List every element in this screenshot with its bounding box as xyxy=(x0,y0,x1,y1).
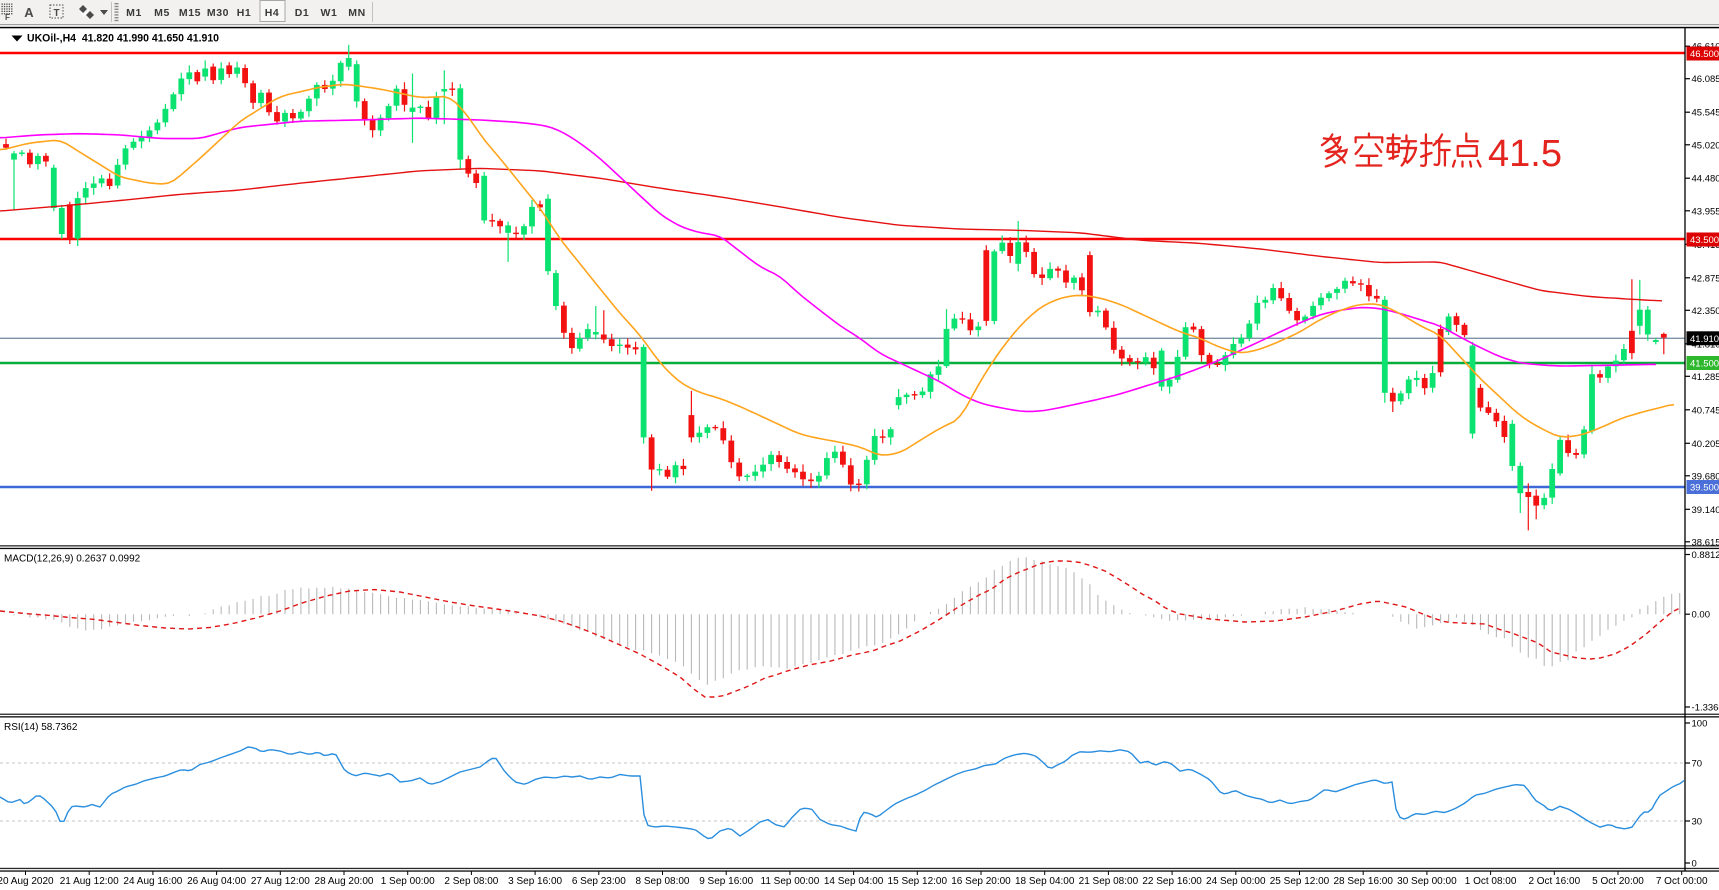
svg-text:M30: M30 xyxy=(207,7,229,19)
svg-text:16 Sep 20:00: 16 Sep 20:00 xyxy=(951,876,1011,887)
svg-text:UKOil-,H4 41.820 41.990 41.65: UKOil-,H4 41.820 41.990 41.650 41.910 xyxy=(27,33,219,45)
svg-text:43.500: 43.500 xyxy=(1690,235,1719,246)
svg-text:44.480: 44.480 xyxy=(1692,174,1719,185)
svg-text:30: 30 xyxy=(1692,817,1703,828)
svg-text:24 Aug 16:00: 24 Aug 16:00 xyxy=(123,876,182,887)
svg-text:46.085: 46.085 xyxy=(1692,74,1719,85)
svg-text:5 Oct 20:00: 5 Oct 20:00 xyxy=(1592,876,1644,887)
svg-text:45.020: 45.020 xyxy=(1692,140,1719,151)
svg-text:25 Sep 12:00: 25 Sep 12:00 xyxy=(1270,876,1330,887)
svg-text:6 Sep 23:00: 6 Sep 23:00 xyxy=(572,876,626,887)
svg-text:1 Oct 08:00: 1 Oct 08:00 xyxy=(1465,876,1517,887)
svg-text:T: T xyxy=(53,8,59,19)
svg-text:F: F xyxy=(5,13,10,22)
svg-text:40.205: 40.205 xyxy=(1692,439,1719,450)
svg-text:3 Sep 16:00: 3 Sep 16:00 xyxy=(508,876,562,887)
svg-text:1 Sep 00:00: 1 Sep 00:00 xyxy=(381,876,435,887)
svg-text:D1: D1 xyxy=(295,7,310,19)
svg-text:28 Sep 16:00: 28 Sep 16:00 xyxy=(1333,876,1393,887)
svg-text:MN: MN xyxy=(348,7,366,19)
svg-text:RSI(14) 58.7362: RSI(14) 58.7362 xyxy=(4,722,78,733)
svg-text:41.500: 41.500 xyxy=(1690,359,1719,370)
svg-text:100: 100 xyxy=(1692,719,1708,730)
svg-text:43.955: 43.955 xyxy=(1692,206,1719,217)
svg-text:40.745: 40.745 xyxy=(1692,405,1719,416)
svg-text:39.500: 39.500 xyxy=(1690,483,1719,494)
svg-text:A: A xyxy=(24,5,34,20)
svg-text:39.140: 39.140 xyxy=(1692,505,1719,516)
svg-text:18 Sep 04:00: 18 Sep 04:00 xyxy=(1015,876,1075,887)
svg-text:8 Sep 08:00: 8 Sep 08:00 xyxy=(636,876,690,887)
svg-text:20 Aug 2020: 20 Aug 2020 xyxy=(0,876,54,887)
svg-text:14 Sep 04:00: 14 Sep 04:00 xyxy=(824,876,884,887)
svg-text:21 Sep 08:00: 21 Sep 08:00 xyxy=(1079,876,1139,887)
svg-text:M5: M5 xyxy=(154,7,170,19)
svg-text:24 Sep 00:00: 24 Sep 00:00 xyxy=(1206,876,1266,887)
svg-text:41.285: 41.285 xyxy=(1692,372,1719,383)
svg-text:2 Sep 08:00: 2 Sep 08:00 xyxy=(444,876,498,887)
svg-text:H4: H4 xyxy=(265,7,280,19)
svg-text:30 Sep 00:00: 30 Sep 00:00 xyxy=(1397,876,1457,887)
svg-text:9 Sep 16:00: 9 Sep 16:00 xyxy=(699,876,753,887)
svg-text:70: 70 xyxy=(1692,759,1703,770)
svg-text:39.680: 39.680 xyxy=(1692,471,1719,482)
svg-text:27 Aug 12:00: 27 Aug 12:00 xyxy=(251,876,310,887)
svg-text:21 Aug 12:00: 21 Aug 12:00 xyxy=(60,876,119,887)
svg-text:11 Sep 00:00: 11 Sep 00:00 xyxy=(761,876,820,887)
svg-text:26 Aug 04:00: 26 Aug 04:00 xyxy=(187,876,246,887)
svg-text:41.910: 41.910 xyxy=(1690,334,1719,345)
svg-text:15 Sep 12:00: 15 Sep 12:00 xyxy=(888,876,948,887)
svg-text:0: 0 xyxy=(1692,859,1697,870)
svg-text:28 Aug 20:00: 28 Aug 20:00 xyxy=(315,876,374,887)
svg-text:H1: H1 xyxy=(237,7,252,19)
svg-text:45.545: 45.545 xyxy=(1692,108,1719,119)
svg-text:41.5: 41.5 xyxy=(1488,133,1562,175)
svg-text:-1.3368: -1.3368 xyxy=(1692,703,1719,714)
svg-text:MACD(12,26,9) 0.2637 0.0992: MACD(12,26,9) 0.2637 0.0992 xyxy=(4,554,141,565)
svg-text:2 Oct 16:00: 2 Oct 16:00 xyxy=(1528,876,1580,887)
svg-text:0.00: 0.00 xyxy=(1692,610,1711,621)
svg-text:M15: M15 xyxy=(179,7,201,19)
svg-text:W1: W1 xyxy=(321,7,338,19)
svg-text:42.875: 42.875 xyxy=(1692,273,1719,284)
svg-text:38.615: 38.615 xyxy=(1692,537,1719,548)
svg-text:46.500: 46.500 xyxy=(1690,49,1719,60)
svg-text:M1: M1 xyxy=(126,7,142,19)
svg-text:7 Oct 00:00: 7 Oct 00:00 xyxy=(1656,876,1708,887)
svg-text:0.8812: 0.8812 xyxy=(1692,550,1719,561)
svg-text:42.350: 42.350 xyxy=(1692,306,1719,317)
svg-text:22 Sep 16:00: 22 Sep 16:00 xyxy=(1142,876,1202,887)
